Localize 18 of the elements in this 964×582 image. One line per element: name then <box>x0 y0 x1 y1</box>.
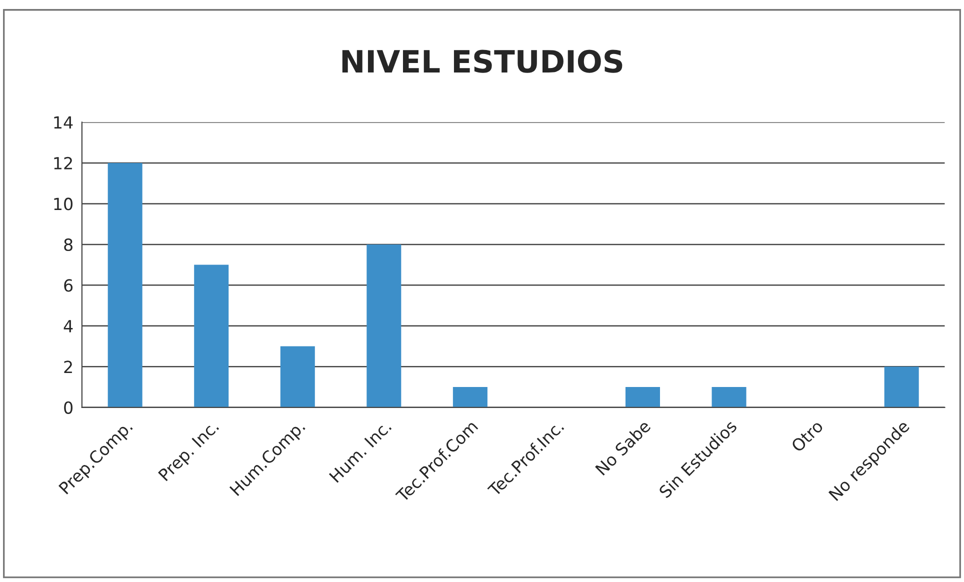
bar <box>712 387 746 408</box>
x-tick-label: Otro <box>790 419 824 453</box>
bar <box>108 162 142 408</box>
y-tick-label: 10 <box>54 198 72 210</box>
chart-title: NIVEL ESTUDIOS <box>342 50 622 73</box>
bar <box>366 244 402 408</box>
y-tick-label: 4 <box>64 320 73 332</box>
y-tick-label: 0 <box>64 401 72 414</box>
y-tick-label: 8 <box>64 238 72 252</box>
y-tick-label: 12 <box>54 156 72 170</box>
bar <box>280 346 315 408</box>
bar <box>194 264 229 408</box>
y-tick-label: 2 <box>64 360 72 373</box>
bar <box>452 387 488 408</box>
y-tick-label: 6 <box>64 279 73 292</box>
bar <box>625 387 660 408</box>
bar <box>884 366 919 408</box>
y-tick-label: 14 <box>54 116 73 129</box>
